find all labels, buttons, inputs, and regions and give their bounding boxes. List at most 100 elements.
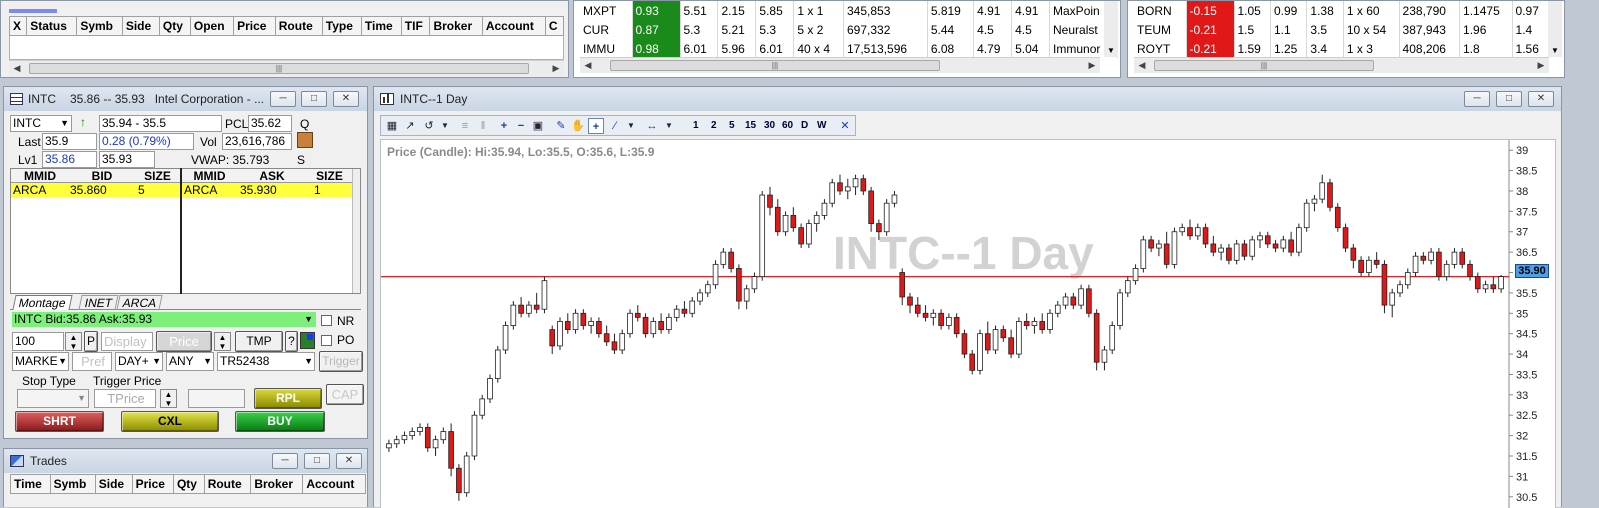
candle-body[interactable] [1109,325,1116,351]
candle-body[interactable] [1303,202,1310,229]
candle-body[interactable] [386,443,392,449]
candle-body[interactable] [417,427,423,432]
bid-row[interactable]: ARCA 35.860 5 [11,183,180,197]
candle-body[interactable] [736,268,742,302]
candle-body[interactable] [1350,247,1357,261]
candle-body[interactable] [1436,251,1442,277]
short-button[interactable]: SHRT [15,411,104,432]
candle-body[interactable] [1280,239,1287,249]
trades-column-header[interactable]: Route [203,474,252,494]
rpl-button[interactable]: RPL [254,388,322,409]
orders-column-header[interactable]: TIF [400,16,431,36]
interval-2-button[interactable]: 2 [711,120,717,131]
chevron-down-icon[interactable]: ▼ [152,356,161,366]
display-input[interactable]: Display [101,332,153,351]
candle-body[interactable] [798,227,804,245]
tab-montage[interactable]: Montage [12,295,73,310]
candle-body[interactable] [829,182,836,204]
book-vscroll[interactable] [352,169,360,293]
candle-body[interactable] [852,178,859,188]
tprice-input[interactable]: TPrice [94,389,156,408]
zoom-in-icon[interactable]: + [500,120,508,132]
candle-body[interactable] [1241,243,1248,257]
candle-body[interactable] [1078,288,1084,306]
tmp-button[interactable]: TMP [235,331,283,352]
candle-body[interactable] [494,349,501,379]
candle-body[interactable] [1389,292,1396,306]
candle-body[interactable] [549,329,556,347]
tab-inet[interactable]: INET [78,295,119,310]
account-select[interactable]: TR52438 ▼ [217,352,315,371]
candle-body[interactable] [1288,239,1294,253]
candle-body[interactable] [1366,259,1372,273]
line-tool-icon[interactable]: ∕ [614,120,616,132]
candle-body[interactable] [938,312,944,326]
pause-icon[interactable]: ‖ [480,120,486,132]
quantity-input[interactable]: 100 [12,332,64,351]
minimize-button[interactable]: ─ [1464,91,1490,107]
candle-body[interactable] [1124,280,1131,294]
candle-body[interactable] [440,431,447,441]
candle-body[interactable] [1202,227,1209,245]
chevron-down-icon[interactable]: ▼ [627,121,635,130]
candle-body[interactable] [790,215,797,229]
scanner-row[interactable]: TEUM -0.21 1.5 1.1 3.5 10 x 54 387,943 1.96 1.4 [1134,20,1550,39]
scroll-thumb[interactable]: ||| [29,63,529,74]
chevron-down-icon[interactable]: ▼ [441,121,449,130]
candle-body[interactable] [1016,321,1022,355]
candle-body[interactable] [1296,227,1302,253]
candle-body[interactable] [813,215,820,224]
candle-body[interactable] [588,321,594,326]
candle-body[interactable] [782,215,789,233]
candle-body[interactable] [471,414,478,457]
candle-body[interactable] [1381,263,1388,306]
trades-column-header[interactable]: Time [10,474,51,494]
interval-day-button[interactable]: D [801,120,809,131]
candle-body[interactable] [907,296,913,306]
candle-body[interactable] [860,178,867,192]
candle-body[interactable] [448,431,454,469]
candle-body[interactable] [1498,276,1504,290]
candle-body[interactable] [1132,268,1139,282]
draw-icon[interactable]: ✎ [556,120,566,132]
interval-15-button[interactable]: 15 [745,120,757,131]
quote-status-bar[interactable]: INTC Bid:35.86 Ask:35.93 ▼ [12,312,316,327]
candle-body[interactable] [518,304,524,314]
scroll-horizontal-icon[interactable]: ↔ [646,120,658,132]
candle-body[interactable] [1039,321,1046,330]
candle-body[interactable] [666,316,672,330]
candle-body[interactable] [409,431,416,437]
candle-body[interactable] [673,308,680,318]
zoom-out-icon[interactable]: − [517,120,525,132]
cancel-button[interactable]: CXL [121,411,219,432]
scroll-down-icon[interactable]: ▼ [1551,46,1559,55]
candle-body[interactable] [984,333,991,351]
candle-body[interactable] [487,378,493,400]
candle-body[interactable] [953,316,960,335]
candle-body[interactable] [1054,304,1061,314]
candle-body[interactable] [1062,296,1069,306]
candle-body[interactable] [1156,243,1162,249]
candle-body[interactable] [526,304,532,314]
candle-body[interactable] [914,304,921,314]
scanner-row[interactable]: IMMU 0.98 6.01 5.96 6.01 40 x 4 17,513,596 6.08… [580,39,1118,58]
candle-body[interactable] [1490,284,1497,290]
candle-body[interactable] [689,300,696,314]
candle-body[interactable] [432,439,439,449]
candle-body[interactable] [510,304,517,326]
candle-body[interactable] [1163,243,1170,265]
candle-body[interactable] [1334,206,1341,229]
orders-column-header[interactable]: Time [360,16,402,36]
candle-body[interactable] [837,182,843,192]
scanner-losers-hscrollbar[interactable]: ◀ ||| ▶ [1134,57,1549,73]
candle-body[interactable] [393,439,400,445]
candle-body[interactable] [712,263,719,286]
candle-body[interactable] [720,251,727,265]
orders-column-header[interactable]: Symb [76,16,123,36]
close-button[interactable]: ✕ [1528,91,1554,107]
candle-body[interactable] [1327,182,1333,208]
candle-body[interactable] [961,333,968,355]
nr-checkbox[interactable] [321,315,332,326]
chart-titlebar[interactable]: INTC--1 Day [374,87,1561,111]
candle-body[interactable] [876,223,882,233]
